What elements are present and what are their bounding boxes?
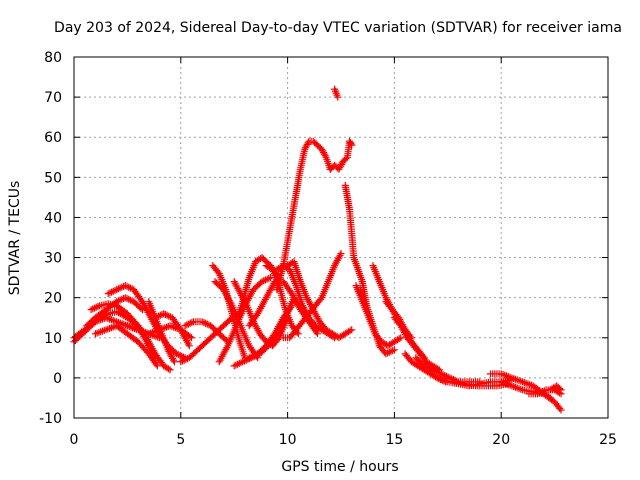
y-tick-label: 0: [53, 371, 62, 387]
plus-markers: [245, 302, 296, 362]
y-tick-label: 40: [44, 210, 62, 226]
x-tick-label: 0: [70, 432, 79, 448]
chart-title: Day 203 of 2024, Sidereal Day-to-day VTE…: [54, 20, 622, 36]
x-tick-label: 5: [176, 432, 185, 448]
series-s22: [279, 250, 345, 342]
plus-markers: [356, 286, 398, 358]
series-s9: [151, 310, 193, 350]
plus-markers: [273, 137, 334, 294]
plus-markers: [145, 298, 178, 366]
y-tick-label: 20: [44, 291, 62, 307]
x-tick-label: 25: [599, 432, 617, 448]
series-s40: [546, 382, 565, 394]
series-s8: [145, 298, 178, 366]
y-tick-label: -10: [39, 411, 62, 427]
x-tick-label: 20: [492, 432, 510, 448]
plus-markers: [151, 310, 193, 350]
series-s32: [390, 314, 443, 374]
plus-markers: [326, 137, 356, 173]
plus-markers: [331, 85, 342, 101]
y-tick-label: 50: [44, 170, 62, 186]
y-tick-label: 70: [44, 90, 62, 106]
series-s23: [273, 137, 334, 294]
series-s4: [83, 294, 146, 330]
y-tick-label: 30: [44, 251, 62, 267]
plus-markers: [91, 322, 161, 370]
tick-labels: 0 5 10 15 20 25 -10 0 10 20 30 40 50 60 70 80: [39, 50, 617, 448]
series-s29: [356, 286, 398, 358]
plot-frame: [73, 56, 609, 419]
plus-markers: [390, 314, 443, 374]
y-tick-label: 60: [44, 130, 62, 146]
y-tick-label: 10: [44, 331, 62, 347]
y-tick-label: 80: [44, 50, 62, 66]
series-s11: [181, 318, 232, 346]
series-s25: [326, 137, 356, 173]
y-axis-label: SDTVAR / TECUs: [7, 181, 23, 296]
plus-markers: [181, 318, 232, 346]
series-s24: [284, 258, 356, 342]
x-tick-label: 15: [385, 432, 403, 448]
data-markers: [70, 85, 565, 414]
x-tick-label: 10: [279, 432, 297, 448]
plus-markers: [279, 250, 345, 342]
plus-markers: [83, 294, 146, 330]
plus-markers: [284, 258, 356, 342]
plus-markers: [546, 382, 565, 394]
series-s6: [91, 322, 161, 370]
x-axis-label: GPS time / hours: [281, 459, 398, 475]
series-s26: [331, 85, 342, 101]
series-s18: [245, 302, 296, 362]
